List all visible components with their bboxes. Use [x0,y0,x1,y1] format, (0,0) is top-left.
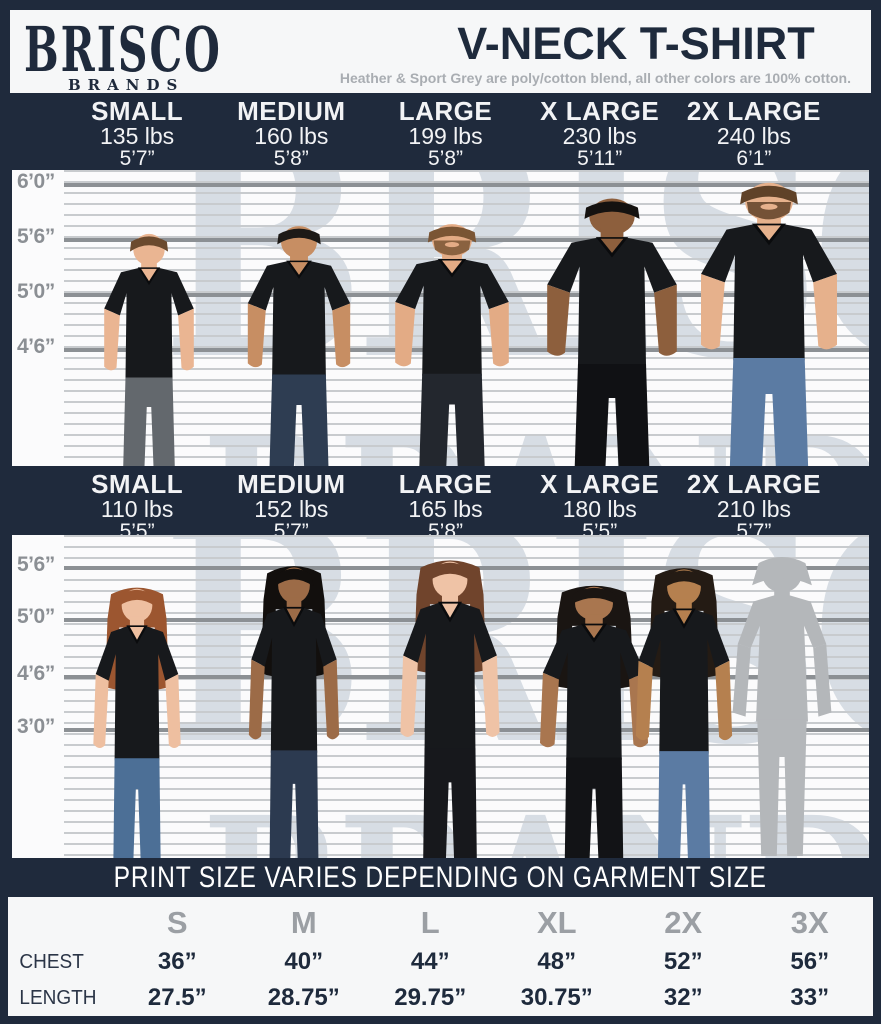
chest-value: 40” [284,948,324,975]
mens-size-col: MEDIUM 160 lbs 5’8” [214,98,368,170]
size-label: MEDIUM [237,469,346,499]
length-value: 32” [663,984,703,1011]
height-line-6ft [64,183,869,187]
womens-size-col: LARGE 165 lbs 5’8” [368,469,522,543]
size-label: 2X LARGE [686,469,821,499]
size-label: MEDIUM [237,96,346,126]
model-men-xlarge [547,198,677,466]
model-women-small [93,587,181,858]
size-height: 5’8” [427,147,464,170]
ruler-label: 5’0” [17,605,55,628]
length-value: 33” [790,984,830,1011]
model-men-small [104,233,194,466]
size-label: 2X LARGE [686,96,821,126]
table-row-chest: CHEST 36” 40” 44” 48” 52” 56” [8,944,873,980]
table-header-row: S M L XL 2X 3X [8,902,873,944]
womens-size-col: X LARGE 180 lbs 5’5” [523,469,677,543]
size-weight: 160 lbs [254,123,329,149]
column-header: S [166,905,188,940]
mens-size-band: SMALL 135 lbs 5’7” MEDIUM 160 lbs 5’8” L… [0,93,881,170]
mens-size-col: 2X LARGE 240 lbs 6’1” [677,98,831,170]
header: BRISCO BRANDS V-NECK T-SHIRT Heather & S… [10,10,871,94]
mens-lineup-photo: BRISCO BRANDS 6’0” 5’6” 5’0” 4’6” [12,170,869,466]
mens-size-col: SMALL 135 lbs 5’7” [60,98,214,170]
column-header: 3X [790,905,829,940]
length-value: 30.75” [520,984,593,1011]
size-weight: 110 lbs [100,496,174,522]
size-weight: 230 lbs [562,123,637,149]
size-label: X LARGE [540,96,660,126]
womens-size-col: MEDIUM 152 lbs 5’7” [214,469,368,543]
banner-text: PRINT SIZE VARIES DEPENDING ON GARMENT S… [113,861,768,894]
chest-value: 44” [410,948,450,975]
brand-logo: BRISCO BRANDS [24,14,234,94]
column-header: 2X [664,905,703,940]
model-women-2xlarge [635,568,733,858]
mens-size-col: X LARGE 230 lbs 5’11” [523,98,677,170]
size-weight: 199 lbs [408,123,483,149]
size-weight: 152 lbs [254,496,329,522]
size-label: SMALL [91,96,184,126]
size-height: 5’8” [273,147,309,170]
ruler-label: 5’6” [17,225,55,248]
brand-logo-line1: BRISCO [24,14,222,86]
length-value: 27.5” [147,984,207,1011]
size-height: 5’11” [577,147,623,170]
size-label: X LARGE [540,469,660,499]
womens-size-col: 2X LARGE 210 lbs 5’7” [677,469,831,543]
size-weight: 135 lbs [100,123,175,149]
model-men-2xlarge [684,178,854,466]
brand-logo-line2: BRANDS [68,76,185,94]
size-weight: 165 lbs [408,496,483,522]
womens-lineup-photo: BRISCO BRANDS 5’6” 5’0” 4’6” 3’0” [12,535,869,858]
page-title: V-NECK T-SHIRT [457,18,815,69]
column-header: M [290,905,317,940]
size-height: 5’7” [119,147,155,170]
womens-size-col: SMALL 110 lbs 5’5” [60,469,214,543]
row-label: CHEST [19,950,84,973]
size-label: LARGE [398,469,493,499]
womens-size-band: SMALL 110 lbs 5’5” MEDIUM 152 lbs 5’7” L… [0,466,881,543]
size-label: LARGE [398,96,493,126]
model-women-large [400,560,500,858]
model-men-medium [247,226,351,466]
size-height: 6’1” [736,147,772,170]
ruler-label: 4’6” [17,335,55,358]
garment-size-table: S M L XL 2X 3X CHEST 36” 40” 44” 48” 52”… [8,897,873,1016]
chest-value: 56” [790,948,830,975]
chest-value: 36” [157,948,197,975]
model-women-medium [248,566,340,858]
chest-value: 48” [537,948,577,975]
model-men-large [381,220,523,466]
ruler-label: 4’6” [17,662,55,685]
ruler-label: 3’0” [17,715,55,738]
column-header: XL [536,905,577,940]
length-value: 29.75” [394,984,467,1011]
page-subtitle: Heather & Sport Grey are poly/cotton ble… [339,70,851,86]
ruler-label: 5’0” [17,280,55,303]
print-size-banner: PRINT SIZE VARIES DEPENDING ON GARMENT S… [0,858,881,897]
column-header: L [420,905,440,940]
table-row-length: LENGTH 27.5” 28.75” 29.75” 30.75” 32” 33… [8,980,873,1016]
ruler-label: 6’0” [17,170,55,193]
length-value: 28.75” [267,984,340,1011]
chest-value: 52” [663,948,703,975]
size-weight: 240 lbs [716,123,791,149]
size-weight: 210 lbs [716,496,791,522]
mens-size-col: LARGE 199 lbs 5’8” [368,98,522,170]
size-label: SMALL [91,469,184,499]
ruler-label: 5’6” [17,553,55,576]
size-weight: 180 lbs [562,496,637,522]
row-label: LENGTH [19,986,97,1009]
